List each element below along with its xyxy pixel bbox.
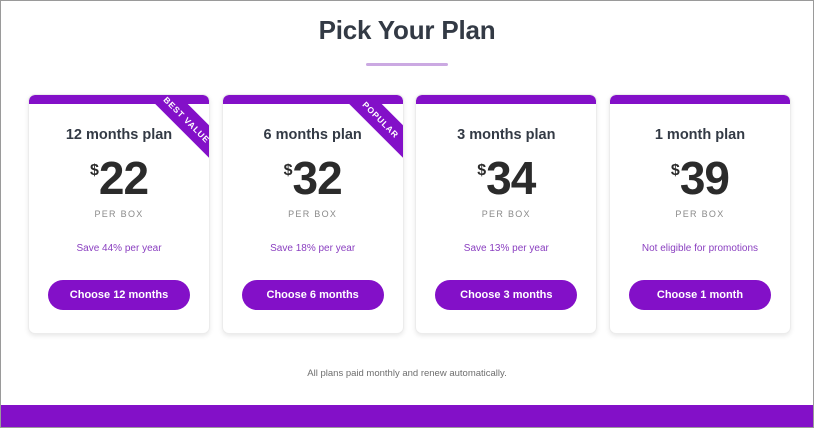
card-top-accent-bar bbox=[222, 95, 403, 104]
price-amount: 39 bbox=[679, 152, 730, 204]
plan-card[interactable]: 1 month plan $39 PER BOX Not eligible fo… bbox=[608, 94, 791, 334]
cta-container: Choose 12 months bbox=[29, 280, 209, 310]
plan-card-list: BEST VALUE 12 months plan $22 PER BOX Sa… bbox=[28, 94, 791, 334]
price-amount: 34 bbox=[486, 152, 536, 204]
plan-price: $32 bbox=[223, 155, 403, 201]
card-top-accent-bar bbox=[29, 95, 209, 104]
promo-label: Save 18% per year bbox=[270, 243, 356, 254]
plan-price: $39 bbox=[610, 155, 790, 201]
cta-container: Choose 6 months bbox=[223, 280, 403, 310]
price-unit-label: PER BOX bbox=[481, 209, 531, 219]
plan-card[interactable]: BEST VALUE 12 months plan $22 PER BOX Sa… bbox=[28, 94, 210, 334]
billing-footnote: All plans paid monthly and renew automat… bbox=[307, 368, 507, 379]
promo-label: Save 13% per year bbox=[463, 243, 549, 254]
cta-container: Choose 1 month bbox=[610, 280, 790, 310]
price-unit-label: PER BOX bbox=[94, 209, 144, 219]
plan-name: 1 month plan bbox=[654, 127, 746, 143]
choose-plan-button[interactable]: Choose 6 months bbox=[241, 280, 384, 310]
page-title: Pick Your Plan bbox=[318, 15, 496, 45]
price-unit-label: PER BOX bbox=[675, 209, 725, 219]
page-bottom-accent-bar bbox=[1, 405, 813, 427]
price-amount: 22 bbox=[98, 152, 149, 204]
currency-symbol: $ bbox=[670, 162, 680, 179]
plan-name: 3 months plan bbox=[457, 127, 556, 143]
currency-symbol: $ bbox=[89, 162, 99, 179]
plan-card[interactable]: 3 months plan $34 PER BOX Save 13% per y… bbox=[415, 94, 598, 334]
price-amount: 32 bbox=[292, 152, 343, 204]
title-divider bbox=[366, 63, 448, 66]
choose-plan-button[interactable]: Choose 1 month bbox=[628, 280, 771, 310]
plan-price: $22 bbox=[29, 155, 209, 201]
card-top-accent-bar bbox=[416, 95, 597, 104]
card-top-accent-bar bbox=[609, 95, 790, 104]
choose-plan-button[interactable]: Choose 12 months bbox=[48, 280, 190, 310]
price-unit-label: PER BOX bbox=[288, 209, 338, 219]
cta-container: Choose 3 months bbox=[416, 280, 596, 310]
plan-card[interactable]: POPULAR 6 months plan $32 PER BOX Save 1… bbox=[221, 94, 404, 334]
promo-label: Save 44% per year bbox=[76, 243, 162, 254]
promo-label: Not eligible for promotions bbox=[641, 243, 759, 254]
currency-symbol: $ bbox=[283, 162, 293, 179]
choose-plan-button[interactable]: Choose 3 months bbox=[435, 280, 578, 310]
plan-price: $34 bbox=[416, 155, 596, 201]
currency-symbol: $ bbox=[477, 162, 487, 179]
